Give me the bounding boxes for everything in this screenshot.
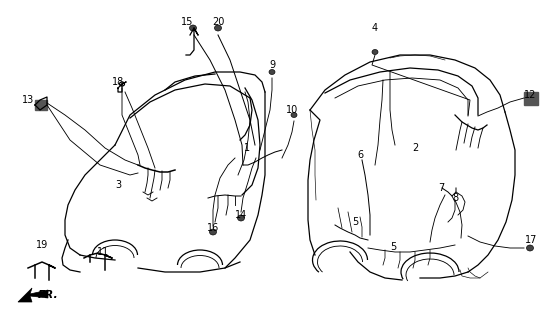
Polygon shape — [35, 100, 47, 110]
Ellipse shape — [526, 245, 534, 251]
Text: 16: 16 — [207, 223, 219, 233]
Text: 17: 17 — [525, 235, 537, 245]
Ellipse shape — [209, 229, 217, 235]
Text: 5: 5 — [352, 217, 358, 227]
Ellipse shape — [269, 69, 275, 75]
Text: 2: 2 — [412, 143, 418, 153]
Text: 9: 9 — [269, 60, 275, 70]
Polygon shape — [524, 92, 538, 105]
Text: 8: 8 — [452, 193, 458, 203]
Ellipse shape — [291, 113, 297, 117]
Ellipse shape — [214, 25, 222, 31]
Text: 6: 6 — [357, 150, 363, 160]
Ellipse shape — [372, 50, 378, 54]
Text: 19: 19 — [36, 240, 48, 250]
Text: 12: 12 — [524, 90, 536, 100]
Text: 1: 1 — [244, 143, 250, 153]
Text: 20: 20 — [212, 17, 224, 27]
Ellipse shape — [237, 215, 245, 221]
Text: 7: 7 — [438, 183, 444, 193]
Text: 18: 18 — [112, 77, 124, 87]
Text: 4: 4 — [372, 23, 378, 33]
Text: 13: 13 — [22, 95, 34, 105]
Text: 15: 15 — [181, 17, 193, 27]
Text: 10: 10 — [286, 105, 298, 115]
Text: 5: 5 — [390, 242, 396, 252]
Text: 14: 14 — [235, 210, 247, 220]
Polygon shape — [18, 288, 48, 302]
Text: FR.: FR. — [38, 290, 58, 300]
Text: 3: 3 — [115, 180, 121, 190]
Ellipse shape — [189, 25, 197, 31]
Text: 11: 11 — [97, 247, 109, 257]
